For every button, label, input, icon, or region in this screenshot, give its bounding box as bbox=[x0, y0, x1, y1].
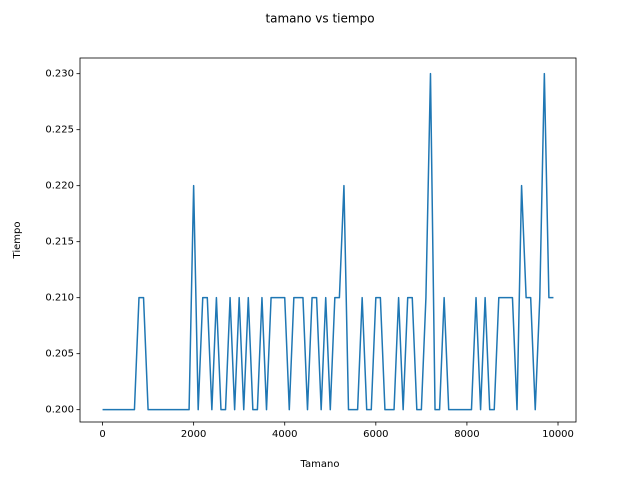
x-tick-label: 10000 bbox=[542, 429, 574, 440]
x-tick-label: 6000 bbox=[363, 429, 388, 440]
y-axis-label: Tiempo bbox=[12, 222, 23, 260]
x-tick-label: 8000 bbox=[454, 429, 479, 440]
y-tick-label: 0.200 bbox=[45, 405, 74, 416]
y-tick-label: 0.220 bbox=[45, 181, 74, 192]
y-tick-label: 0.215 bbox=[45, 237, 74, 248]
plot-frame bbox=[79, 57, 577, 423]
y-tick-label: 0.225 bbox=[45, 125, 74, 136]
x-tick-label: 4000 bbox=[272, 429, 297, 440]
data-line bbox=[102, 72, 554, 411]
x-tick-label: 0 bbox=[99, 429, 105, 440]
x-tick-label: 2000 bbox=[181, 429, 206, 440]
y-tick-label: 0.230 bbox=[45, 69, 74, 80]
y-tick-label: 0.210 bbox=[45, 293, 74, 304]
y-tick-label: 0.205 bbox=[45, 349, 74, 360]
x-axis-label: Tamano bbox=[300, 459, 340, 470]
chart-title: tamano vs tiempo bbox=[265, 12, 374, 26]
